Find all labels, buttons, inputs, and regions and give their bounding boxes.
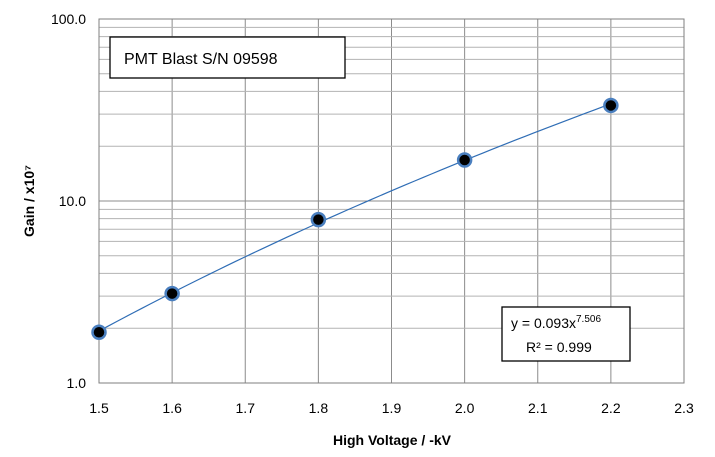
equation-box-frame <box>501 306 631 362</box>
x-tick-label: 2.3 <box>674 400 694 416</box>
r-squared: R² = 0.999 <box>526 339 592 355</box>
trendline <box>98 103 612 332</box>
x-tick-label: 2.2 <box>601 400 621 416</box>
x-tick-label: 2.1 <box>528 400 548 416</box>
x-tick-label: 2.0 <box>455 400 475 416</box>
y-tick-label: 1.0 <box>67 375 87 391</box>
chart-title: PMT Blast S/N 09598 <box>124 51 278 68</box>
equation-box: y = 0.093x7.506 R² = 0.999 <box>501 306 631 362</box>
y-axis-title: Gain / x10⁷ <box>21 165 37 237</box>
data-point <box>164 285 180 302</box>
trend-equation-exponent: 7.506 <box>576 314 601 325</box>
trend-equation: y = 0.093x7.506 <box>511 314 601 331</box>
x-tick-label: 1.9 <box>382 400 402 416</box>
y-tick-label: 10.0 <box>59 193 86 209</box>
x-tick-label: 1.7 <box>236 400 256 416</box>
y-tick-label: 100.0 <box>51 11 86 27</box>
data-point <box>310 211 327 228</box>
tick-labels: 1.5 1.6 1.7 1.8 1.9 2.0 2.1 2.2 2.3 1.0 10.0 100.0 <box>51 11 694 416</box>
title-box: PMT Blast S/N 09598 <box>109 36 346 79</box>
x-tick-label: 1.6 <box>162 400 182 416</box>
data-point <box>91 324 107 341</box>
data-point <box>603 97 619 114</box>
plot-area <box>98 18 685 384</box>
x-axis-title: High Voltage / -kV <box>333 432 452 448</box>
x-tick-label: 1.8 <box>309 400 329 416</box>
data-point <box>456 152 473 168</box>
title-box-frame <box>109 36 346 79</box>
x-tick-label: 1.5 <box>89 400 109 416</box>
data-points <box>91 97 619 341</box>
trend-equation-base: y = 0.093x <box>511 315 576 331</box>
